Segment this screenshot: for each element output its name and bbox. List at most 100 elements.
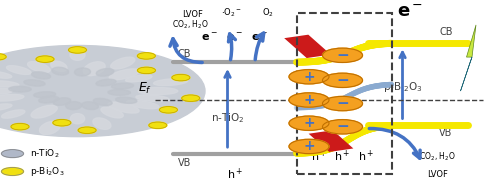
Ellipse shape [70, 50, 85, 60]
Circle shape [289, 116, 329, 130]
Text: e$^-$: e$^-$ [226, 32, 242, 43]
Ellipse shape [101, 107, 124, 118]
Circle shape [322, 73, 362, 87]
Text: VB: VB [439, 128, 452, 137]
FancyArrowPatch shape [170, 39, 202, 63]
Circle shape [78, 127, 96, 133]
Text: −: − [336, 48, 349, 63]
Polygon shape [460, 57, 472, 91]
Ellipse shape [116, 97, 137, 103]
Ellipse shape [94, 98, 112, 105]
Text: O$_2$: O$_2$ [262, 6, 274, 19]
Ellipse shape [96, 79, 116, 86]
Text: p-Bi$_2$O$_3$: p-Bi$_2$O$_3$ [30, 165, 65, 178]
Ellipse shape [66, 102, 82, 110]
Circle shape [2, 168, 24, 175]
Circle shape [149, 122, 167, 128]
Ellipse shape [136, 95, 169, 102]
Ellipse shape [51, 61, 67, 71]
Text: h$^+$: h$^+$ [358, 149, 374, 164]
Ellipse shape [74, 68, 90, 76]
Circle shape [289, 93, 329, 107]
Bar [296, 13, 392, 174]
Bar [284, 35, 331, 58]
Circle shape [172, 74, 190, 81]
Text: +: + [303, 139, 315, 153]
Text: n-TiO$_2$: n-TiO$_2$ [30, 147, 60, 160]
Text: CB: CB [178, 49, 191, 59]
Ellipse shape [96, 69, 114, 76]
Text: −: − [336, 73, 349, 88]
Circle shape [0, 54, 6, 60]
Text: $\cdot$O$_2$$^-$: $\cdot$O$_2$$^-$ [220, 6, 242, 19]
Circle shape [289, 139, 329, 154]
Text: h$^+$: h$^+$ [311, 149, 327, 164]
Ellipse shape [108, 90, 130, 95]
Circle shape [138, 53, 156, 59]
Ellipse shape [138, 88, 178, 95]
Text: CB: CB [439, 27, 452, 37]
Ellipse shape [82, 102, 98, 110]
Text: −: − [336, 96, 349, 111]
Ellipse shape [0, 88, 12, 94]
Ellipse shape [0, 71, 12, 78]
Circle shape [0, 45, 205, 137]
Circle shape [182, 95, 200, 101]
Text: −: − [336, 119, 349, 134]
Ellipse shape [154, 79, 188, 86]
Ellipse shape [32, 72, 50, 79]
Ellipse shape [9, 86, 31, 92]
Ellipse shape [6, 66, 31, 75]
Circle shape [322, 120, 362, 134]
Ellipse shape [38, 96, 59, 103]
Ellipse shape [126, 75, 152, 82]
FancyArrowPatch shape [228, 34, 235, 60]
Ellipse shape [126, 100, 159, 109]
Ellipse shape [109, 69, 140, 80]
Text: LVOF: LVOF [427, 170, 448, 179]
Ellipse shape [110, 57, 135, 69]
Ellipse shape [0, 104, 12, 110]
Ellipse shape [108, 102, 139, 113]
Ellipse shape [28, 62, 50, 73]
FancyArrowPatch shape [255, 33, 264, 60]
Text: LVOF: LVOF [182, 10, 203, 19]
Circle shape [160, 107, 178, 113]
Ellipse shape [34, 92, 56, 98]
Ellipse shape [70, 114, 85, 124]
Ellipse shape [93, 118, 111, 129]
Text: CO$_2$, H$_2$O: CO$_2$, H$_2$O [172, 19, 210, 31]
Text: CO$_2$, H$_2$O: CO$_2$, H$_2$O [419, 150, 456, 162]
Text: +: + [303, 116, 315, 130]
Ellipse shape [112, 83, 134, 89]
Text: e$^-$: e$^-$ [200, 32, 218, 43]
Text: $E_f$: $E_f$ [138, 81, 152, 96]
Ellipse shape [2, 110, 25, 118]
Ellipse shape [0, 94, 24, 101]
Text: e$^-$: e$^-$ [397, 3, 423, 21]
Circle shape [68, 47, 86, 53]
Ellipse shape [0, 81, 19, 87]
Circle shape [289, 70, 329, 84]
Ellipse shape [40, 121, 60, 135]
Text: VB: VB [178, 158, 191, 168]
FancyArrowPatch shape [370, 128, 420, 158]
Ellipse shape [24, 80, 45, 86]
Text: +: + [303, 93, 315, 107]
Polygon shape [466, 25, 476, 57]
Ellipse shape [31, 105, 58, 118]
Ellipse shape [84, 62, 105, 76]
Circle shape [36, 56, 54, 62]
Circle shape [2, 150, 24, 158]
Text: h$^+$: h$^+$ [227, 167, 243, 182]
Circle shape [11, 123, 29, 130]
Text: +: + [303, 70, 315, 84]
Text: n-TiO$_2$: n-TiO$_2$ [210, 111, 244, 125]
Text: e$^-$: e$^-$ [250, 32, 268, 43]
Circle shape [322, 96, 362, 111]
Text: p-Bi$_2$O$_3$: p-Bi$_2$O$_3$ [382, 80, 422, 94]
Circle shape [138, 67, 156, 74]
Circle shape [53, 120, 71, 126]
Bar [308, 130, 354, 152]
Text: h$^+$: h$^+$ [334, 149, 350, 164]
